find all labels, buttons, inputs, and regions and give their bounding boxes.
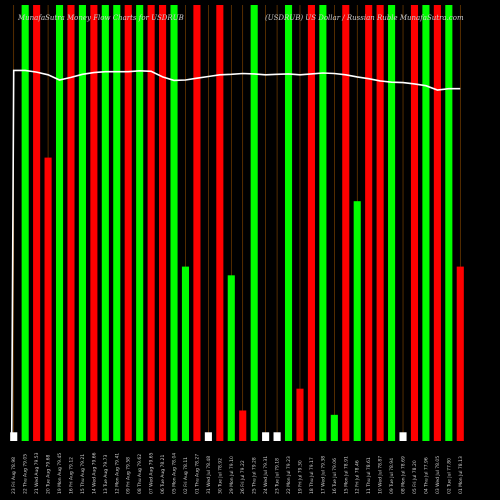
bar [181, 266, 190, 441]
tick-label: 31 Wed Jul 78.48 [206, 456, 212, 494]
bar [124, 5, 132, 441]
bar [90, 5, 98, 441]
bar [136, 5, 144, 441]
bar-layer [10, 5, 464, 441]
tick-label: 24 Wed Jul 79.31 [263, 456, 269, 494]
tick-label: 26 Fri Jul 79.22 [240, 460, 246, 494]
tick-label: 01 Mon Jul 78.13 [458, 456, 464, 494]
tick-label: 01 Thu Aug 78.27 [194, 454, 200, 494]
tick-label: 09 Tue Jul 78.94 [389, 458, 395, 494]
tick-label: 30 Tue Jul 78.92 [217, 458, 223, 494]
bar [376, 5, 384, 441]
price-line-layer [10, 69, 461, 442]
price-line [10, 69, 461, 442]
bar [330, 414, 338, 441]
tick-label: 06 Tue Aug 78.21 [160, 454, 166, 494]
bar [78, 5, 86, 441]
tick-label: 10 Wed Jul 78.87 [378, 456, 384, 494]
bar [445, 5, 453, 441]
bar [55, 5, 64, 441]
tick-label: 22 Mon Jul 79.23 [286, 456, 292, 494]
bar [273, 432, 281, 441]
bar [250, 5, 258, 441]
bar [227, 275, 235, 441]
bar [388, 5, 396, 441]
bar [433, 5, 441, 441]
tick-label: 15 Thu Aug 79.21 [80, 454, 86, 494]
tick-label: 29 Mon Jul 79.10 [229, 456, 235, 494]
tick-label: 18 Thu Jul 79.17 [309, 457, 315, 494]
tick-label: 19 Fri Jul 79.30 [297, 460, 303, 494]
bar [204, 432, 212, 441]
tick-label: 22 Thu Aug 79.05 [23, 454, 29, 494]
tick-label: 14 Wed Aug 79.66 [91, 452, 97, 494]
bar [262, 432, 270, 441]
bar [410, 5, 419, 441]
tick-label: 05 Mon Aug 78.04 [172, 453, 178, 494]
bar [353, 201, 361, 441]
tick-label: 19 Mon Aug 79.45 [57, 453, 63, 494]
bar [101, 5, 109, 441]
tick-label: 16 Fri Aug 79.12 [68, 457, 74, 494]
bar [342, 5, 350, 441]
tick-label: 23 Tue Jul 79.18 [275, 458, 281, 494]
bar [319, 5, 327, 441]
bar [193, 5, 201, 441]
tick-label: 16 Tue Jul 79.06 [332, 458, 338, 494]
tick-layer: 23 Fri Aug 78.98 22 Thu Aug 79.05 21 Wed A… [11, 452, 464, 494]
tick-label: 17 Wed Jul 79.38 [320, 456, 326, 494]
tick-label: 08 Mon Jul 78.69 [401, 456, 407, 494]
chart-subtitle: (USDRUB) US Dollar / Russian Ruble Munaf… [265, 14, 464, 22]
tick-label: 12 Mon Aug 79.41 [114, 453, 120, 494]
bar [21, 5, 29, 441]
tick-label: 20 Tue Aug 79.68 [46, 454, 52, 494]
tick-label: 23 Fri Aug 78.98 [11, 457, 17, 494]
bar [284, 5, 293, 441]
bar [113, 5, 121, 441]
bar [147, 5, 155, 441]
bar [170, 5, 178, 441]
tick-label: 11 Thu Jul 78.61 [366, 457, 372, 494]
bar [307, 5, 315, 441]
tick-label: 21 Wed Aug 79.53 [34, 452, 40, 494]
tick-label: 03 Wed Jul 78.05 [435, 456, 441, 494]
bar [216, 5, 224, 441]
tick-label: 12 Fri Jul 78.46 [355, 460, 361, 494]
tick-label: 02 Fri Aug 78.11 [183, 457, 189, 494]
bar [456, 266, 464, 441]
bar [44, 157, 52, 441]
bar [33, 5, 41, 441]
bar [10, 432, 18, 441]
tick-label: 25 Thu Jul 79.28 [252, 457, 258, 494]
tick-label: 08 Thu Aug 79.62 [137, 454, 143, 494]
tick-label: 13 Tue Aug 79.73 [103, 454, 109, 494]
tick-label: 02 Tue Jul 77.80 [446, 458, 452, 494]
chart-title: MunafaSutra Money Flow Charts for USDRUB [17, 14, 184, 22]
bar [399, 432, 407, 441]
bar [67, 5, 75, 441]
tick-label: 15 Mon Jul 78.91 [343, 456, 349, 494]
bar [365, 5, 373, 441]
bar [296, 388, 304, 441]
bar [239, 410, 247, 441]
bar [159, 5, 167, 441]
bar [422, 5, 430, 441]
tick-label: 05 Fri Jul 78.20 [412, 460, 418, 494]
tick-label: 09 Fri Aug 79.58 [126, 457, 132, 494]
tick-label: 07 Wed Aug 79.65 [149, 452, 155, 494]
tick-label: 04 Thu Jul 77.96 [423, 457, 429, 494]
